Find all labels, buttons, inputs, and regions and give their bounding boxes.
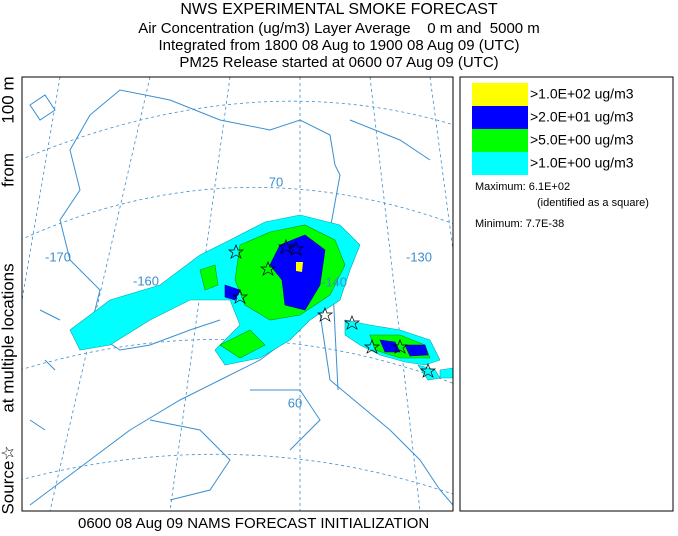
graticule [22,453,453,495]
graticule [22,77,61,301]
source-markers [227,239,437,378]
side-label-part: from [0,153,17,187]
graticule [169,77,231,511]
subtitle: Integrated from 1800 08 Aug to 1900 08 A… [158,37,519,54]
graticule-label: 60 [288,395,302,410]
graticule-label: 70 [269,174,283,189]
legend-swatch [472,129,528,152]
graticule [49,77,151,511]
map-frame [21,76,454,512]
subtitle: PM25 Release started at 0600 07 Aug 09 (… [179,54,498,71]
graticule [429,77,453,251]
side-label-part: 100 m [0,76,17,123]
legend-label: >5.0E+00 ug/m3 [530,132,634,148]
title: NWS EXPERIMENTAL SMOKE FORECAST [180,1,498,18]
legend-maximum: Maximum: 6.1E+02 [475,181,570,193]
legend: >1.0E+02 ug/m3 >2.0E+01 ug/m3 >5.0E+00 ug/… [472,83,634,175]
coastline [149,119,431,501]
legend-maximum-note: (identified as a square) [537,197,649,209]
legend-swatch [472,152,528,175]
plume-high [224,234,429,357]
subtitle: Air Concentration (ug/m3) Layer Average … [138,20,540,37]
graticule-label: -140 [321,274,347,289]
graticule [22,187,453,240]
legend-frame [459,76,674,512]
plume-max [296,262,303,272]
footer: 0600 08 Aug 09 NAMS FORECAST INITIALIZAT… [78,515,429,532]
legend-minimum: Minimum: 7.7E-38 [475,218,564,230]
graticule [22,100,453,160]
graticule-label: -160 [133,273,159,288]
coastline [29,309,61,431]
graticule-label: -130 [406,249,432,264]
legend-swatch [472,83,528,106]
side-label: Source☆ at multiple locations from 100 m [0,76,17,514]
legend-label: >1.0E+02 ug/m3 [530,86,634,102]
graticule [369,77,421,511]
map: -170 -160 -140 -130 70 60 [22,77,453,511]
graticule-label: -170 [45,249,71,264]
legend-swatch [472,106,528,129]
legend-label: >2.0E+01 ug/m3 [530,109,634,125]
side-label-part: at multiple locations [0,263,17,412]
legend-label: >1.0E+00 ug/m3 [530,155,634,171]
coastline [29,89,453,506]
side-label-part: Source☆ [0,445,17,514]
